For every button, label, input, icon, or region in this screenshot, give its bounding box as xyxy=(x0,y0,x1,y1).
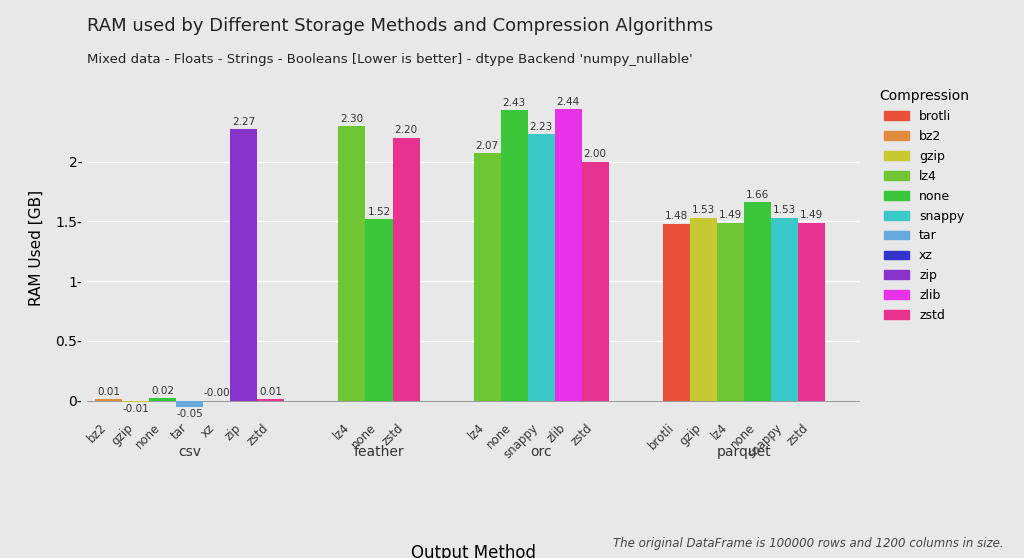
Text: feather: feather xyxy=(353,445,404,459)
Bar xyxy=(798,223,825,401)
Bar xyxy=(150,398,176,401)
Text: 2.07: 2.07 xyxy=(475,141,499,151)
Y-axis label: RAM Used [GB]: RAM Used [GB] xyxy=(30,190,44,306)
Bar xyxy=(743,203,771,401)
Text: Mixed data - Floats - Strings - Booleans [Lower is better] - dtype Backend 'nump: Mixed data - Floats - Strings - Booleans… xyxy=(87,53,693,66)
Bar xyxy=(95,400,122,401)
Text: 1.53: 1.53 xyxy=(692,205,715,215)
Text: 2.00: 2.00 xyxy=(584,150,607,160)
Text: 2.30: 2.30 xyxy=(340,113,364,123)
Legend: brotli, bz2, gzip, lz4, none, snappy, tar, xz, zip, zlib, zstd: brotli, bz2, gzip, lz4, none, snappy, ta… xyxy=(874,84,974,327)
Text: RAM used by Different Storage Methods and Compression Algorithms: RAM used by Different Storage Methods an… xyxy=(87,17,713,35)
Text: 2.44: 2.44 xyxy=(557,97,580,107)
Text: 1.49: 1.49 xyxy=(719,210,742,220)
Bar xyxy=(555,109,582,401)
Bar xyxy=(339,126,366,401)
Text: 2.27: 2.27 xyxy=(232,117,255,127)
Bar xyxy=(176,401,204,407)
Text: 0.01: 0.01 xyxy=(259,387,283,397)
Text: 1.53: 1.53 xyxy=(773,205,796,215)
Text: orc: orc xyxy=(530,445,552,459)
Text: The original DataFrame is 100000 rows and 1200 columns in size.: The original DataFrame is 100000 rows an… xyxy=(613,537,1004,550)
Text: parquet: parquet xyxy=(717,445,771,459)
Bar xyxy=(392,138,420,401)
Text: 2.43: 2.43 xyxy=(503,98,525,108)
X-axis label: Output Method: Output Method xyxy=(411,544,537,558)
Bar xyxy=(690,218,717,401)
Text: 1.66: 1.66 xyxy=(745,190,769,200)
Bar xyxy=(501,110,527,401)
Bar xyxy=(582,162,608,401)
Bar xyxy=(717,223,743,401)
Text: 2.20: 2.20 xyxy=(394,126,418,136)
Text: 0.01: 0.01 xyxy=(97,387,120,397)
Text: -0.01: -0.01 xyxy=(122,404,150,414)
Bar xyxy=(771,218,798,401)
Text: 1.49: 1.49 xyxy=(800,210,823,220)
Bar xyxy=(122,401,150,402)
Bar xyxy=(366,219,392,401)
Text: csv: csv xyxy=(178,445,202,459)
Bar xyxy=(230,129,257,401)
Bar xyxy=(257,400,285,401)
Text: 1.52: 1.52 xyxy=(368,206,390,217)
Text: 2.23: 2.23 xyxy=(529,122,553,132)
Text: -0.00: -0.00 xyxy=(204,388,230,398)
Bar xyxy=(663,224,690,401)
Text: 0.02: 0.02 xyxy=(152,386,174,396)
Text: -0.05: -0.05 xyxy=(176,409,203,419)
Bar xyxy=(473,153,501,401)
Text: 1.48: 1.48 xyxy=(665,211,688,222)
Bar xyxy=(527,134,555,401)
